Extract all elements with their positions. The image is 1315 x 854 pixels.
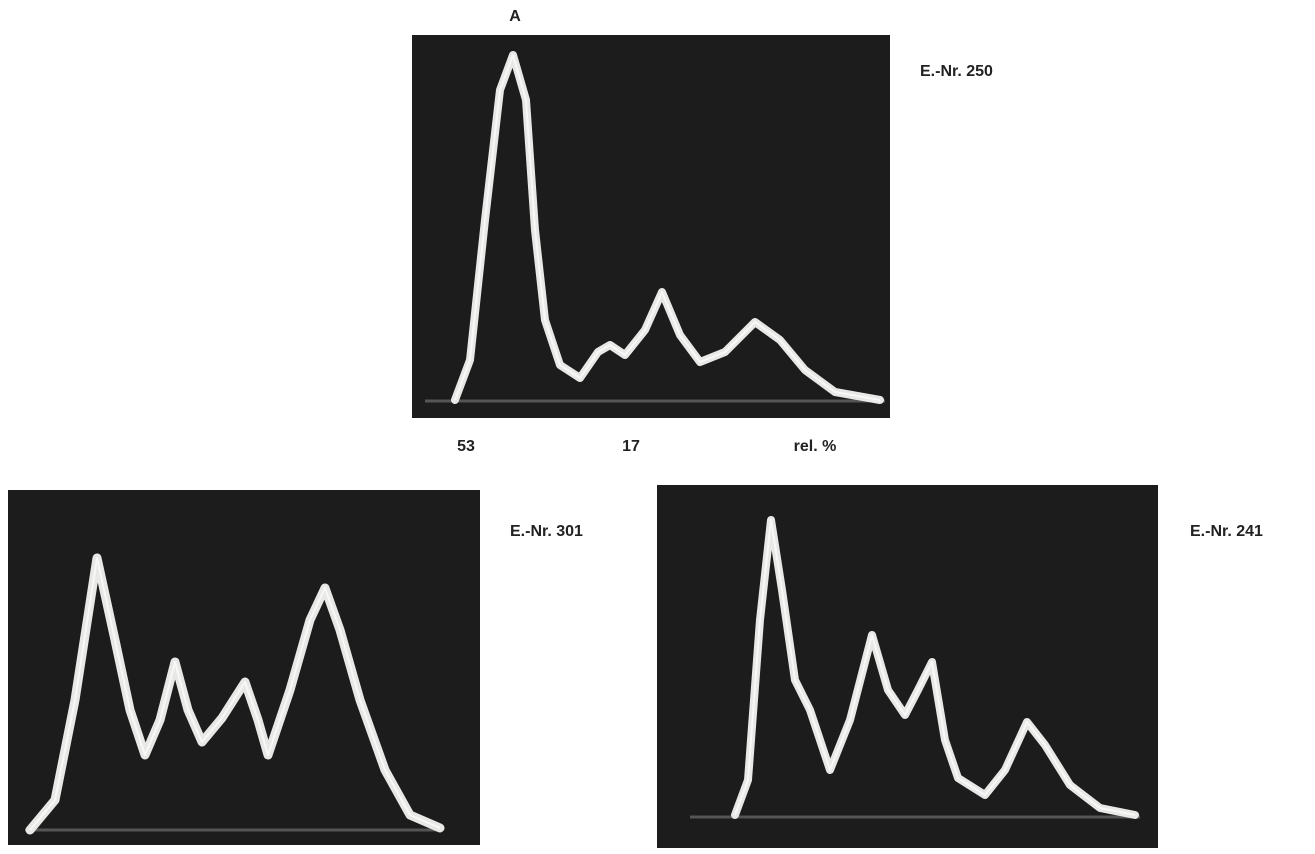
panel-label: E.-Nr. 250 bbox=[920, 63, 993, 80]
trace-panel: E.-Nr. 301 bbox=[8, 490, 583, 845]
scale-label: 17 bbox=[622, 438, 640, 455]
panel-label: E.-Nr. 241 bbox=[1190, 523, 1263, 540]
panel-label: E.-Nr. 301 bbox=[510, 523, 583, 540]
scale-label: 53 bbox=[457, 438, 475, 455]
peak-label: A bbox=[509, 8, 521, 25]
scale-label: rel. % bbox=[794, 438, 837, 455]
trace-panel: E.-Nr. 241 bbox=[657, 485, 1263, 848]
figure: A E.-Nr. 250 53 17 rel. % E.-Nr. 301 E.-… bbox=[0, 0, 1315, 849]
trace-panel: A E.-Nr. 250 53 17 rel. % bbox=[412, 8, 993, 455]
